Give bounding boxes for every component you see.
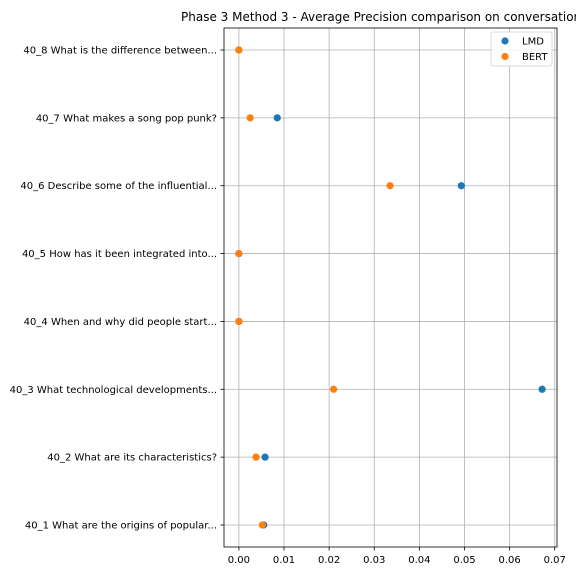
bert-point — [252, 453, 260, 461]
legend-label: BERT — [522, 52, 548, 63]
grid-lines — [224, 28, 557, 547]
legend: LMD BERT — [490, 31, 553, 67]
lmd-point — [261, 453, 269, 461]
y-tick-label: 40_7 What makes a song pop punk? — [36, 113, 217, 124]
bert-point — [235, 249, 243, 258]
chart-title: Phase 3 Method 3 - Average Precision com… — [181, 10, 576, 24]
x-axis-ticks: 0.00 0.01 0.02 0.03 0.04 0.05 0.06 0.07 — [228, 547, 566, 566]
legend-label: LMD — [522, 37, 544, 48]
y-tick-label: 40_5 How has it been integrated into... — [22, 249, 217, 260]
y-tick-label: 40_4 When and why did people start... — [24, 317, 217, 328]
bert-point — [330, 385, 338, 393]
y-tick-label: 40_3 What technological developments... — [10, 385, 217, 396]
bert-point — [386, 182, 394, 190]
lmd-point — [538, 385, 546, 393]
x-tick-label: 0.07 — [544, 555, 566, 566]
x-tick-label: 0.02 — [318, 555, 340, 566]
legend-marker — [501, 37, 509, 45]
data-points — [235, 46, 546, 529]
bert-point — [246, 114, 254, 122]
bert-point — [235, 317, 243, 326]
y-tick-label: 40_6 Describe some of the influential... — [20, 181, 217, 192]
y-axis-ticks: 40_1 What are the origins of popular... 4… — [10, 46, 224, 532]
x-tick-label: 0.06 — [498, 555, 520, 566]
x-tick-label: 0.01 — [273, 555, 295, 566]
y-tick-label: 40_8 What is the difference between... — [23, 46, 217, 57]
plot-frame — [223, 27, 558, 548]
y-tick-label: 40_2 What are its characteristics? — [47, 453, 217, 464]
lmd-point — [457, 182, 465, 190]
x-tick-label: 0.03 — [363, 555, 385, 566]
legend-marker — [501, 52, 509, 61]
lmd-point — [273, 114, 281, 122]
x-tick-label: 0.00 — [228, 555, 250, 566]
x-tick-label: 0.05 — [453, 555, 475, 566]
x-tick-label: 0.04 — [408, 555, 430, 566]
bert-point — [235, 46, 243, 54]
bert-point — [258, 521, 266, 529]
y-tick-label: 40_1 What are the origins of popular... — [25, 521, 217, 532]
